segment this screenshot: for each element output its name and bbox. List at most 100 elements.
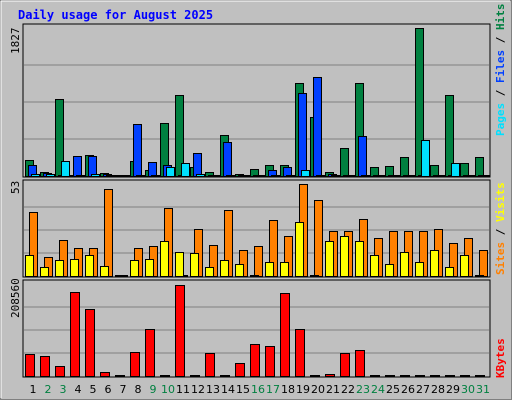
x-tick-label: 19 [296, 383, 310, 396]
x-tick-label: 30 [461, 383, 475, 396]
x-tick-label: 4 [75, 383, 82, 396]
sites-bar [445, 267, 454, 277]
x-tick-label: 21 [326, 383, 340, 396]
pages-bar [391, 175, 400, 177]
pages-bar [376, 175, 385, 177]
visits-ymax-label: 53 [9, 181, 22, 194]
kbytes-bar [175, 285, 185, 377]
sites-bar [265, 262, 274, 277]
files-bar [133, 124, 142, 177]
hits-bar [475, 157, 484, 177]
pages-bar [286, 175, 295, 177]
sites-bar [295, 222, 304, 277]
x-axis-labels: 1 2 3 4 5 6 7 8 9 10 11 12 13 14 15 16 17 18 19 20 21 22 23 24 2… [30, 383, 491, 396]
kbytes-bar [265, 346, 275, 377]
hits-ymax-label: 1827 [9, 28, 22, 55]
bars-layer [25, 28, 490, 377]
files-bar [193, 153, 202, 177]
kbytes-bar [25, 354, 35, 377]
x-tick-label: 7 [120, 383, 127, 396]
kbytes-legend: KBytes [494, 338, 507, 378]
hits-bar [430, 165, 439, 177]
kbytes-ymax-label: 208560 [9, 278, 22, 318]
sites-bar [25, 255, 34, 277]
x-tick-label: 28 [431, 383, 445, 396]
kbytes-bar [295, 329, 305, 377]
pages-bar [421, 140, 430, 177]
kbytes-bar [340, 353, 350, 377]
x-tick-label: 23 [356, 383, 370, 396]
x-tick-label: 8 [135, 383, 142, 396]
files-bar [73, 156, 82, 177]
sites-bar [70, 259, 79, 277]
sites-bar [475, 275, 484, 277]
pages-bar [226, 175, 235, 177]
sites-bar [115, 275, 124, 277]
x-tick-label: 20 [311, 383, 325, 396]
x-tick-label: 10 [161, 383, 175, 396]
pages-bar [241, 175, 250, 177]
legend-files: Files [494, 50, 507, 83]
legend-sep-2: / [494, 30, 507, 50]
files-bar [148, 162, 157, 177]
pages-bar [151, 175, 160, 177]
hits-bar [460, 163, 469, 177]
x-tick-label: 1 [30, 383, 37, 396]
x-tick-label: 11 [176, 383, 190, 396]
x-tick-label: 16 [251, 383, 265, 396]
sites-bar [40, 267, 49, 277]
kbytes-bar [325, 374, 335, 377]
pages-bar [181, 163, 190, 177]
legend-hits: Hits [494, 4, 507, 31]
hits-panel [22, 23, 491, 178]
files-bar [88, 156, 97, 177]
hits-bar [400, 157, 409, 177]
sites-bar [385, 264, 394, 277]
pages-bar [91, 174, 100, 177]
visits-bar [254, 246, 263, 277]
x-tick-label: 6 [105, 383, 112, 396]
files-bar [358, 136, 367, 177]
hits-bar [340, 148, 349, 177]
sites-bar [160, 241, 169, 277]
pages-bar [361, 175, 370, 177]
pages-bar [451, 163, 460, 177]
pages-bar [481, 175, 490, 177]
sites-bar [55, 260, 64, 277]
pages-bar [211, 175, 220, 177]
x-tick-label: 27 [416, 383, 430, 396]
pages-bar [196, 174, 205, 177]
legend-sep-3: / [494, 222, 507, 242]
x-tick-label: 9 [150, 383, 157, 396]
kbytes-bar [250, 344, 260, 377]
x-tick-label: 2 [45, 383, 52, 396]
kbytes-bar [430, 375, 440, 377]
kbytes-bar [70, 292, 80, 377]
kbytes-bar [460, 375, 470, 377]
sites-bar [205, 267, 214, 277]
sites-bar [400, 252, 409, 277]
pages-bar [76, 175, 85, 177]
sites-bar [415, 262, 424, 277]
sites-bar [145, 259, 154, 277]
visits-legend: Sites / Visits [494, 182, 507, 275]
sites-bar [340, 236, 349, 277]
kbytes-bar [160, 375, 170, 377]
kbytes-bar [220, 375, 230, 377]
x-tick-label: 17 [266, 383, 280, 396]
pages-bar [31, 174, 40, 177]
kbytes-bar [55, 366, 65, 377]
pages-bar [256, 175, 265, 177]
x-tick-label: 22 [341, 383, 355, 396]
sites-bar [325, 241, 334, 277]
pages-bar [301, 170, 310, 177]
x-tick-label: 31 [476, 383, 490, 396]
visits-bar [314, 200, 323, 277]
kbytes-bar [385, 375, 395, 377]
kbytes-bar [145, 329, 155, 377]
sites-bar [190, 253, 199, 277]
x-tick-label: 29 [446, 383, 460, 396]
sites-bar [250, 275, 259, 277]
pages-bar [436, 175, 445, 177]
